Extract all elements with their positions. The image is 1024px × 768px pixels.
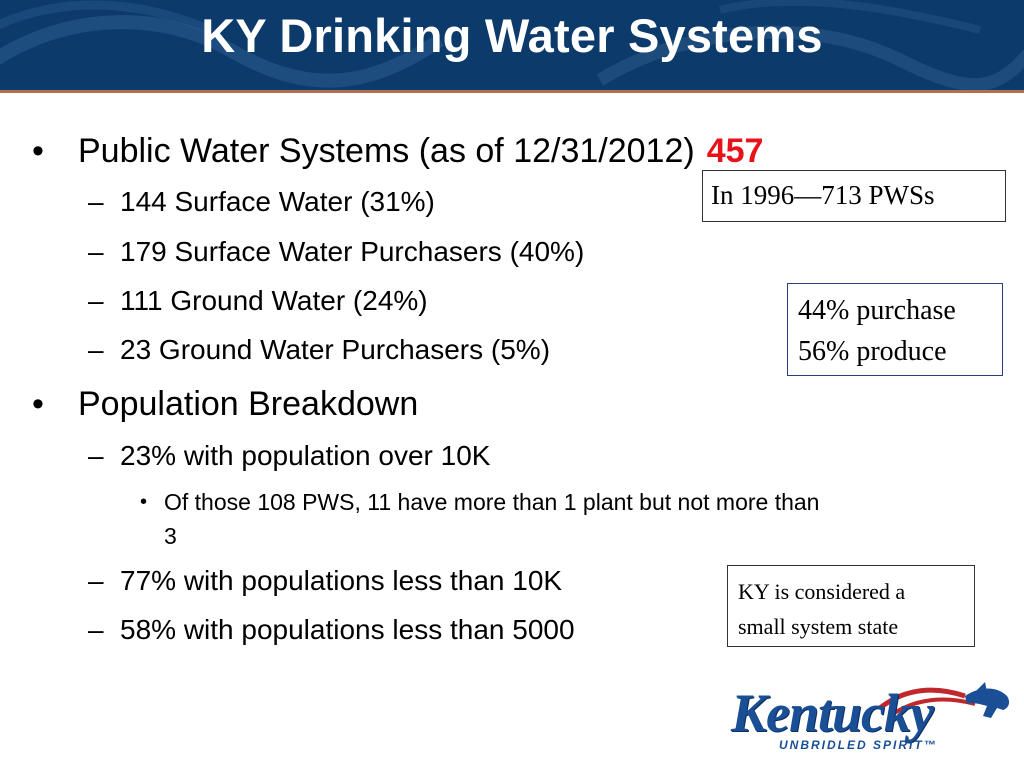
over-10k-text: 23% with population over 10K bbox=[120, 440, 491, 471]
pws-count: 457 bbox=[706, 132, 764, 170]
logo-tagline: UNBRIDLED SPIRIT™ bbox=[779, 738, 938, 752]
sub-bullet-over-10k: – 23% with population over 10K bbox=[88, 440, 491, 472]
callout-purchase-produce: 44% purchase 56% produce bbox=[787, 283, 1003, 376]
sub-bullet-less-10k: – 77% with populations less than 10K bbox=[88, 565, 563, 597]
plants-note-line1: Of those 108 PWS, 11 have more than 1 pl… bbox=[164, 489, 820, 515]
callout-1996-text: In 1996—713 PWSs bbox=[711, 180, 935, 210]
surface-purchasers-text: 179 Surface Water Purchasers (40%) bbox=[120, 236, 585, 267]
slide-title: KY Drinking Water Systems bbox=[201, 9, 823, 62]
callout-small-state-line2: small system state bbox=[738, 614, 899, 639]
bullet-public-water-systems: • Public Water Systems (as of 12/31/2012… bbox=[32, 132, 764, 171]
dash-marker: – bbox=[88, 614, 104, 645]
logo-trademark: ™ bbox=[923, 738, 938, 752]
ground-water-text: 111 Ground Water (24%) bbox=[120, 285, 428, 316]
bullet-dot: • bbox=[32, 132, 44, 170]
ground-purchasers-text: 23 Ground Water Purchasers (5%) bbox=[120, 334, 551, 365]
callout-small-system-state: KY is considered a small system state bbox=[727, 565, 975, 647]
sub-bullet-ground-purchasers: – 23 Ground Water Purchasers (5%) bbox=[88, 334, 551, 366]
dash-marker: – bbox=[88, 236, 104, 267]
callout-small-state-line1: KY is considered a bbox=[738, 579, 906, 604]
pws-label: Public Water Systems (as of 12/31/2012) bbox=[78, 132, 695, 170]
callout-produce-text: 56% produce bbox=[798, 336, 947, 367]
header-swirl-decoration bbox=[0, 0, 1024, 90]
less-5000-text: 58% with populations less than 5000 bbox=[120, 614, 575, 645]
less-10k-text: 77% with populations less than 10K bbox=[120, 565, 563, 596]
dash-marker: – bbox=[88, 440, 104, 471]
population-heading: Population Breakdown bbox=[78, 385, 419, 423]
horse-swoosh-icon bbox=[878, 682, 1010, 718]
header-divider bbox=[0, 90, 1024, 93]
dash-marker: – bbox=[88, 565, 104, 596]
dash-marker: – bbox=[88, 285, 104, 316]
small-bullet-dot: • bbox=[140, 491, 148, 513]
logo-tagline-text: UNBRIDLED SPIRIT bbox=[779, 738, 924, 752]
plants-note-line2: 3 bbox=[164, 523, 177, 549]
callout-purchase-text: 44% purchase bbox=[798, 295, 956, 326]
title-bar: KY Drinking Water Systems bbox=[0, 0, 1024, 90]
bullet-dot: • bbox=[32, 385, 44, 423]
sub-bullet-ground-water: – 111 Ground Water (24%) bbox=[88, 285, 428, 317]
logo-wordmark: Kentucky bbox=[731, 683, 934, 743]
sub-bullet-surface-water: – 144 Surface Water (31%) bbox=[88, 186, 435, 218]
bullet-population-breakdown: • Population Breakdown bbox=[32, 385, 419, 424]
sub-bullet-less-5000: – 58% with populations less than 5000 bbox=[88, 614, 575, 646]
surface-water-text: 144 Surface Water (31%) bbox=[120, 186, 435, 217]
dash-marker: – bbox=[88, 186, 104, 217]
sub-bullet-surface-purchasers: – 179 Surface Water Purchasers (40%) bbox=[88, 236, 585, 268]
callout-1996-pws: In 1996—713 PWSs bbox=[702, 170, 1006, 222]
dash-marker: – bbox=[88, 334, 104, 365]
sub-sub-bullet-plants: • Of those 108 PWS, 11 have more than 1 … bbox=[140, 485, 984, 553]
kentucky-logo: Kentucky UNBRIDLED SPIRIT™ bbox=[725, 678, 1015, 760]
